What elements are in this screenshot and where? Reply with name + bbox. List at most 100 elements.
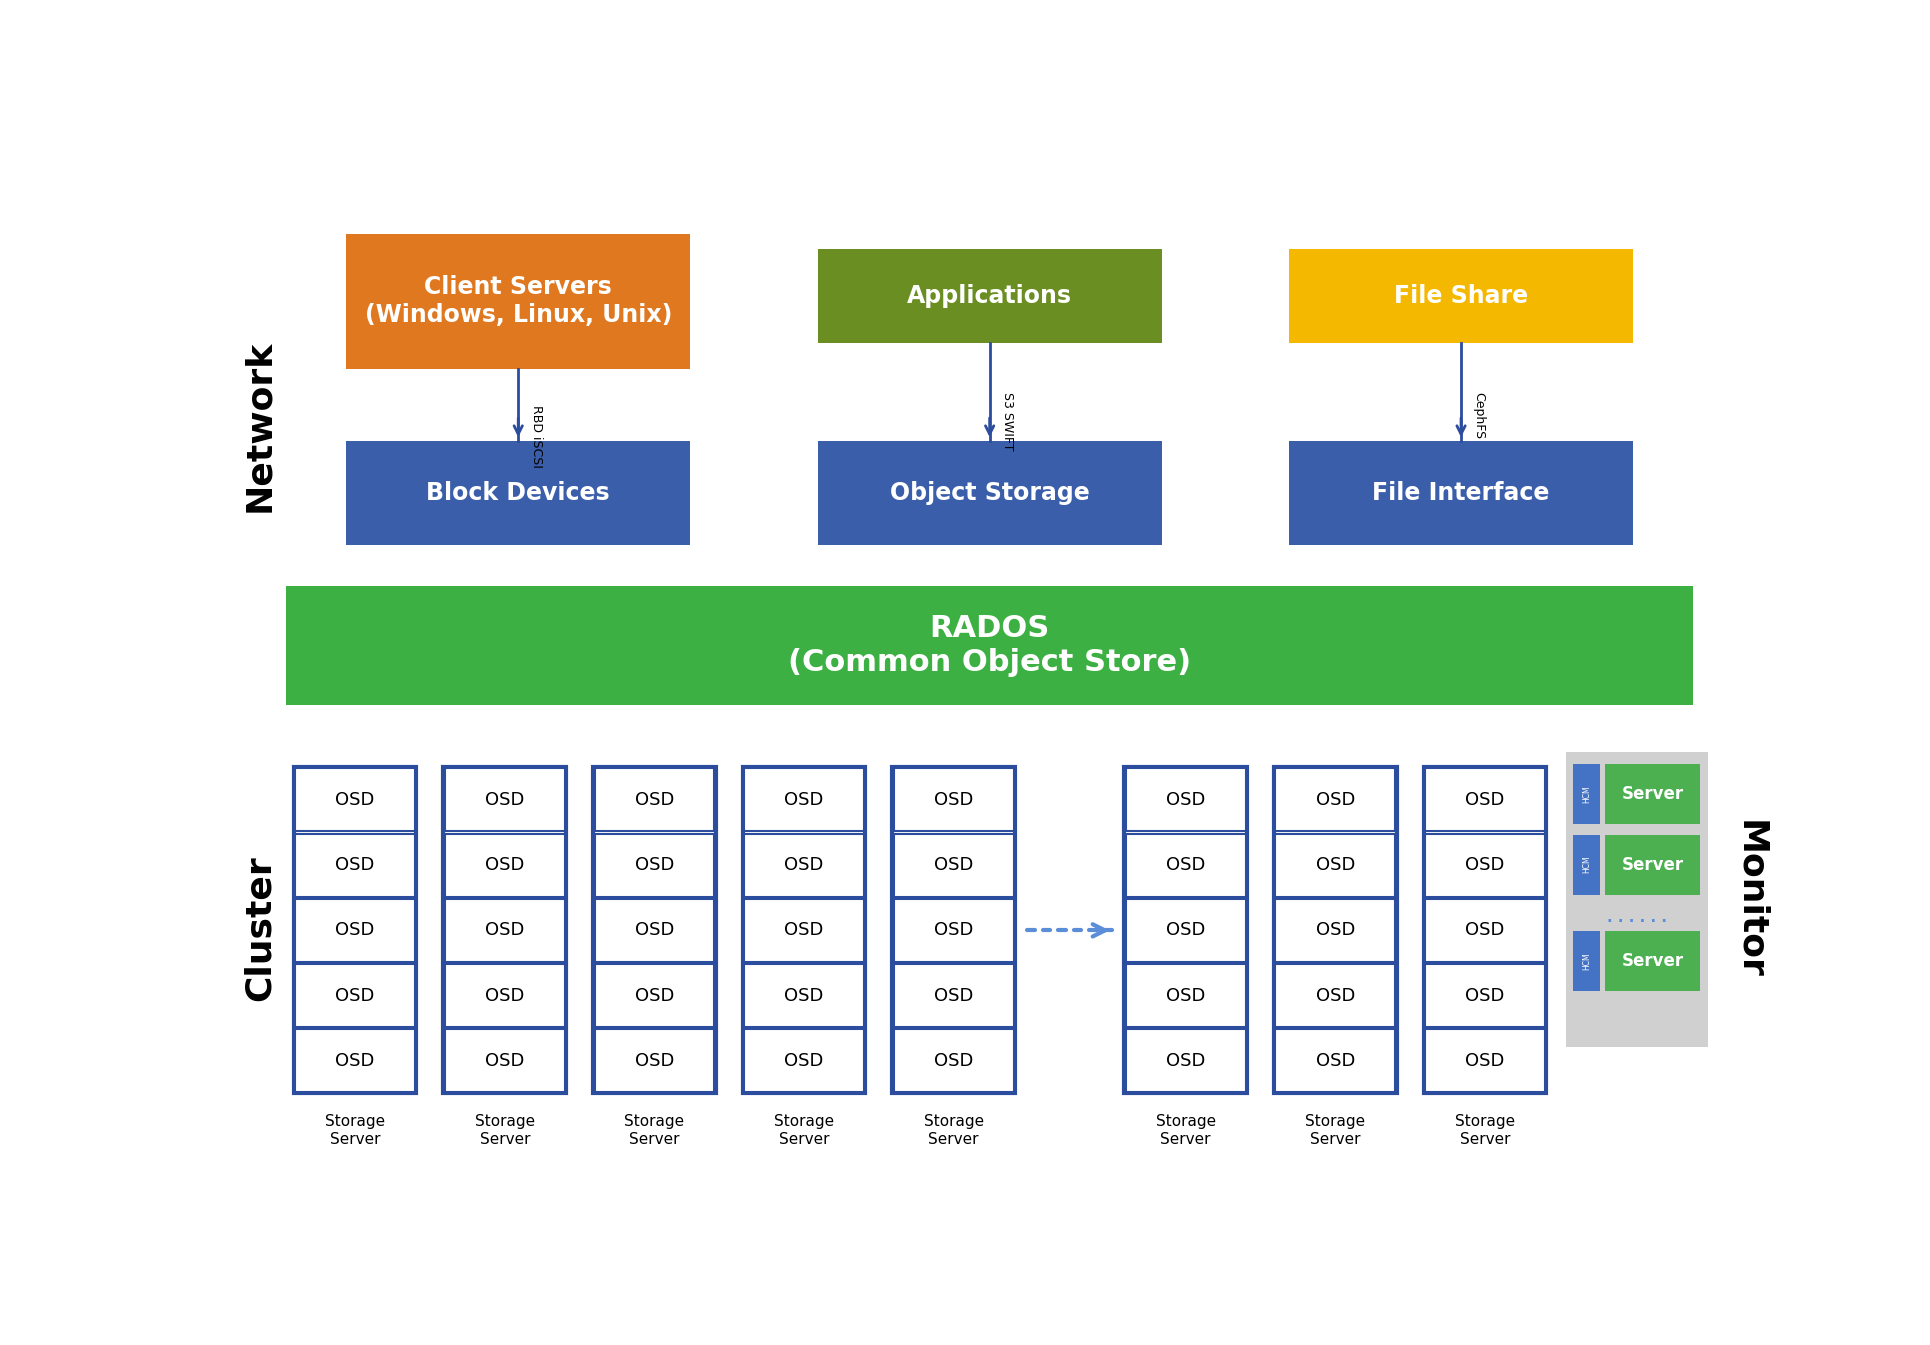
Text: OSD: OSD xyxy=(1166,921,1204,939)
Text: OSD: OSD xyxy=(1465,857,1503,874)
FancyBboxPatch shape xyxy=(1604,834,1700,894)
Text: OSD: OSD xyxy=(484,791,525,808)
FancyBboxPatch shape xyxy=(743,834,863,897)
FancyBboxPatch shape xyxy=(1604,931,1700,991)
Text: OSD: OSD xyxy=(336,921,374,939)
FancyBboxPatch shape xyxy=(1125,1029,1245,1092)
Text: File Share: File Share xyxy=(1393,284,1527,308)
FancyBboxPatch shape xyxy=(743,768,863,831)
Text: OSD: OSD xyxy=(484,921,525,939)
Text: OSD: OSD xyxy=(1314,791,1355,808)
FancyBboxPatch shape xyxy=(594,834,714,897)
FancyBboxPatch shape xyxy=(444,898,564,962)
Text: OSD: OSD xyxy=(784,921,824,939)
FancyBboxPatch shape xyxy=(894,1029,1013,1092)
Text: OSD: OSD xyxy=(1465,791,1503,808)
Text: OSD: OSD xyxy=(1166,1052,1204,1069)
Text: OSD: OSD xyxy=(336,1052,374,1069)
Text: OSD: OSD xyxy=(484,857,525,874)
FancyBboxPatch shape xyxy=(1573,931,1600,991)
FancyBboxPatch shape xyxy=(1276,768,1395,831)
FancyBboxPatch shape xyxy=(295,834,415,897)
Text: OSD: OSD xyxy=(336,857,374,874)
FancyBboxPatch shape xyxy=(1573,834,1600,894)
FancyBboxPatch shape xyxy=(444,767,565,1093)
Text: OSD: OSD xyxy=(1166,857,1204,874)
FancyBboxPatch shape xyxy=(1289,441,1633,545)
FancyBboxPatch shape xyxy=(593,767,716,1093)
FancyBboxPatch shape xyxy=(1424,964,1544,1028)
Text: Monitor: Monitor xyxy=(1731,820,1766,979)
Text: OSD: OSD xyxy=(784,1052,824,1069)
Text: OSD: OSD xyxy=(635,857,674,874)
Text: RADOS
(Common Object Store): RADOS (Common Object Store) xyxy=(787,615,1191,677)
Text: OSD: OSD xyxy=(336,791,374,808)
Text: OSD: OSD xyxy=(1465,987,1503,1005)
Text: Server: Server xyxy=(1621,855,1683,874)
FancyBboxPatch shape xyxy=(293,767,417,1093)
Text: Server: Server xyxy=(1621,952,1683,970)
Text: Storage
Server: Storage Server xyxy=(1305,1114,1365,1146)
Text: OSD: OSD xyxy=(1465,1052,1503,1069)
FancyBboxPatch shape xyxy=(444,834,564,897)
FancyBboxPatch shape xyxy=(1424,834,1544,897)
FancyBboxPatch shape xyxy=(1573,764,1600,824)
FancyBboxPatch shape xyxy=(1123,767,1247,1093)
Text: Storage
Server: Storage Server xyxy=(923,1114,982,1146)
FancyBboxPatch shape xyxy=(1125,964,1245,1028)
Text: Storage
Server: Storage Server xyxy=(1453,1114,1515,1146)
Text: Server: Server xyxy=(1621,785,1683,803)
Text: Network: Network xyxy=(241,339,276,511)
FancyBboxPatch shape xyxy=(295,964,415,1028)
FancyBboxPatch shape xyxy=(1276,1029,1395,1092)
FancyBboxPatch shape xyxy=(345,234,691,369)
FancyBboxPatch shape xyxy=(894,898,1013,962)
Text: Storage
Server: Storage Server xyxy=(774,1114,834,1146)
FancyBboxPatch shape xyxy=(1125,768,1245,831)
Text: Object Storage: Object Storage xyxy=(890,480,1089,504)
Text: OSD: OSD xyxy=(784,857,824,874)
FancyBboxPatch shape xyxy=(286,586,1693,705)
FancyBboxPatch shape xyxy=(594,964,714,1028)
Text: Applications: Applications xyxy=(907,284,1071,308)
FancyBboxPatch shape xyxy=(892,767,1015,1093)
FancyBboxPatch shape xyxy=(1565,752,1708,1046)
Text: OSD: OSD xyxy=(484,1052,525,1069)
FancyBboxPatch shape xyxy=(743,964,863,1028)
FancyBboxPatch shape xyxy=(295,1029,415,1092)
Text: OSD: OSD xyxy=(1314,1052,1355,1069)
FancyBboxPatch shape xyxy=(1276,964,1395,1028)
Text: OSD: OSD xyxy=(934,857,973,874)
FancyBboxPatch shape xyxy=(1424,768,1544,831)
Text: OSD: OSD xyxy=(1314,987,1355,1005)
Text: Storage
Server: Storage Server xyxy=(623,1114,683,1146)
Text: OSD: OSD xyxy=(934,987,973,1005)
FancyBboxPatch shape xyxy=(816,441,1162,545)
Text: CephFS: CephFS xyxy=(1473,391,1484,438)
Text: Storage
Server: Storage Server xyxy=(324,1114,384,1146)
Text: Cluster: Cluster xyxy=(241,855,276,1001)
Text: . . . . . .: . . . . . . xyxy=(1606,911,1666,925)
FancyBboxPatch shape xyxy=(1424,898,1544,962)
Text: HCM: HCM xyxy=(1581,785,1590,803)
Text: OSD: OSD xyxy=(1166,987,1204,1005)
Text: OSD: OSD xyxy=(484,987,525,1005)
FancyBboxPatch shape xyxy=(295,898,415,962)
FancyBboxPatch shape xyxy=(594,768,714,831)
Text: OSD: OSD xyxy=(934,921,973,939)
FancyBboxPatch shape xyxy=(1604,764,1700,824)
FancyBboxPatch shape xyxy=(743,767,865,1093)
FancyBboxPatch shape xyxy=(594,898,714,962)
FancyBboxPatch shape xyxy=(1276,898,1395,962)
Text: Storage
Server: Storage Server xyxy=(475,1114,535,1146)
FancyBboxPatch shape xyxy=(1289,249,1633,343)
FancyBboxPatch shape xyxy=(444,1029,564,1092)
FancyBboxPatch shape xyxy=(1424,1029,1544,1092)
Text: OSD: OSD xyxy=(934,1052,973,1069)
FancyBboxPatch shape xyxy=(295,768,415,831)
FancyBboxPatch shape xyxy=(743,1029,863,1092)
Text: OSD: OSD xyxy=(1166,791,1204,808)
Text: Block Devices: Block Devices xyxy=(427,480,610,504)
FancyBboxPatch shape xyxy=(345,441,691,545)
Text: OSD: OSD xyxy=(1314,921,1355,939)
